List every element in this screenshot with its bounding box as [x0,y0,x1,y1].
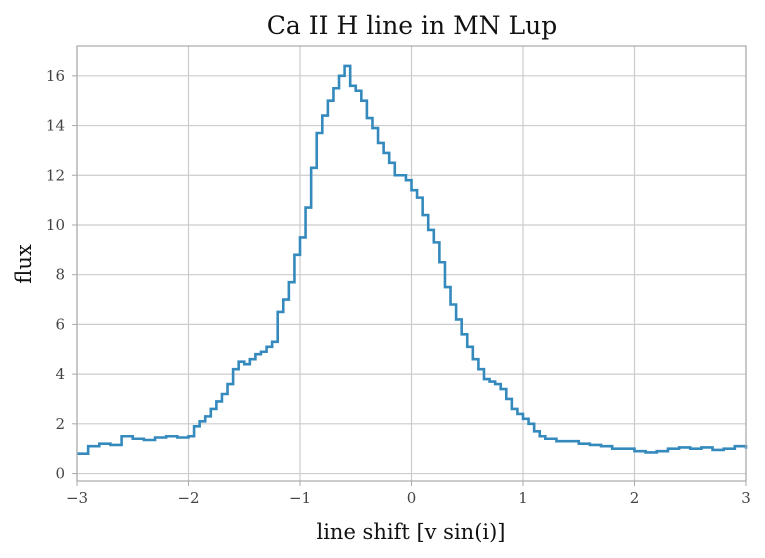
x-tick-label: −3 [66,489,88,507]
x-tick-label: −2 [177,489,199,507]
y-tick-label: 12 [46,166,65,184]
y-tick-label: 10 [46,216,65,234]
y-axis-label: flux [12,244,36,284]
y-tick-label: 16 [46,67,65,85]
chart-title: Ca II H line in MN Lup [267,11,557,40]
plot-series [77,64,748,455]
y-tick-label: 0 [55,465,65,483]
x-tick-label: 0 [407,489,417,507]
flux-series-line [77,64,748,455]
grid-lines [76,46,747,481]
y-tick-label: 4 [55,365,65,383]
x-tick-label: −1 [289,489,311,507]
y-tick-label: 14 [46,117,65,135]
x-axis-label: line shift [v sin(i)] [316,520,505,544]
x-tick-label: 1 [518,489,528,507]
y-tick-label: 8 [55,266,65,284]
y-tick-label: 2 [55,415,65,433]
x-tick-label: 2 [630,489,640,507]
x-tick-label: 3 [741,489,751,507]
y-tick-label: 6 [55,315,65,333]
